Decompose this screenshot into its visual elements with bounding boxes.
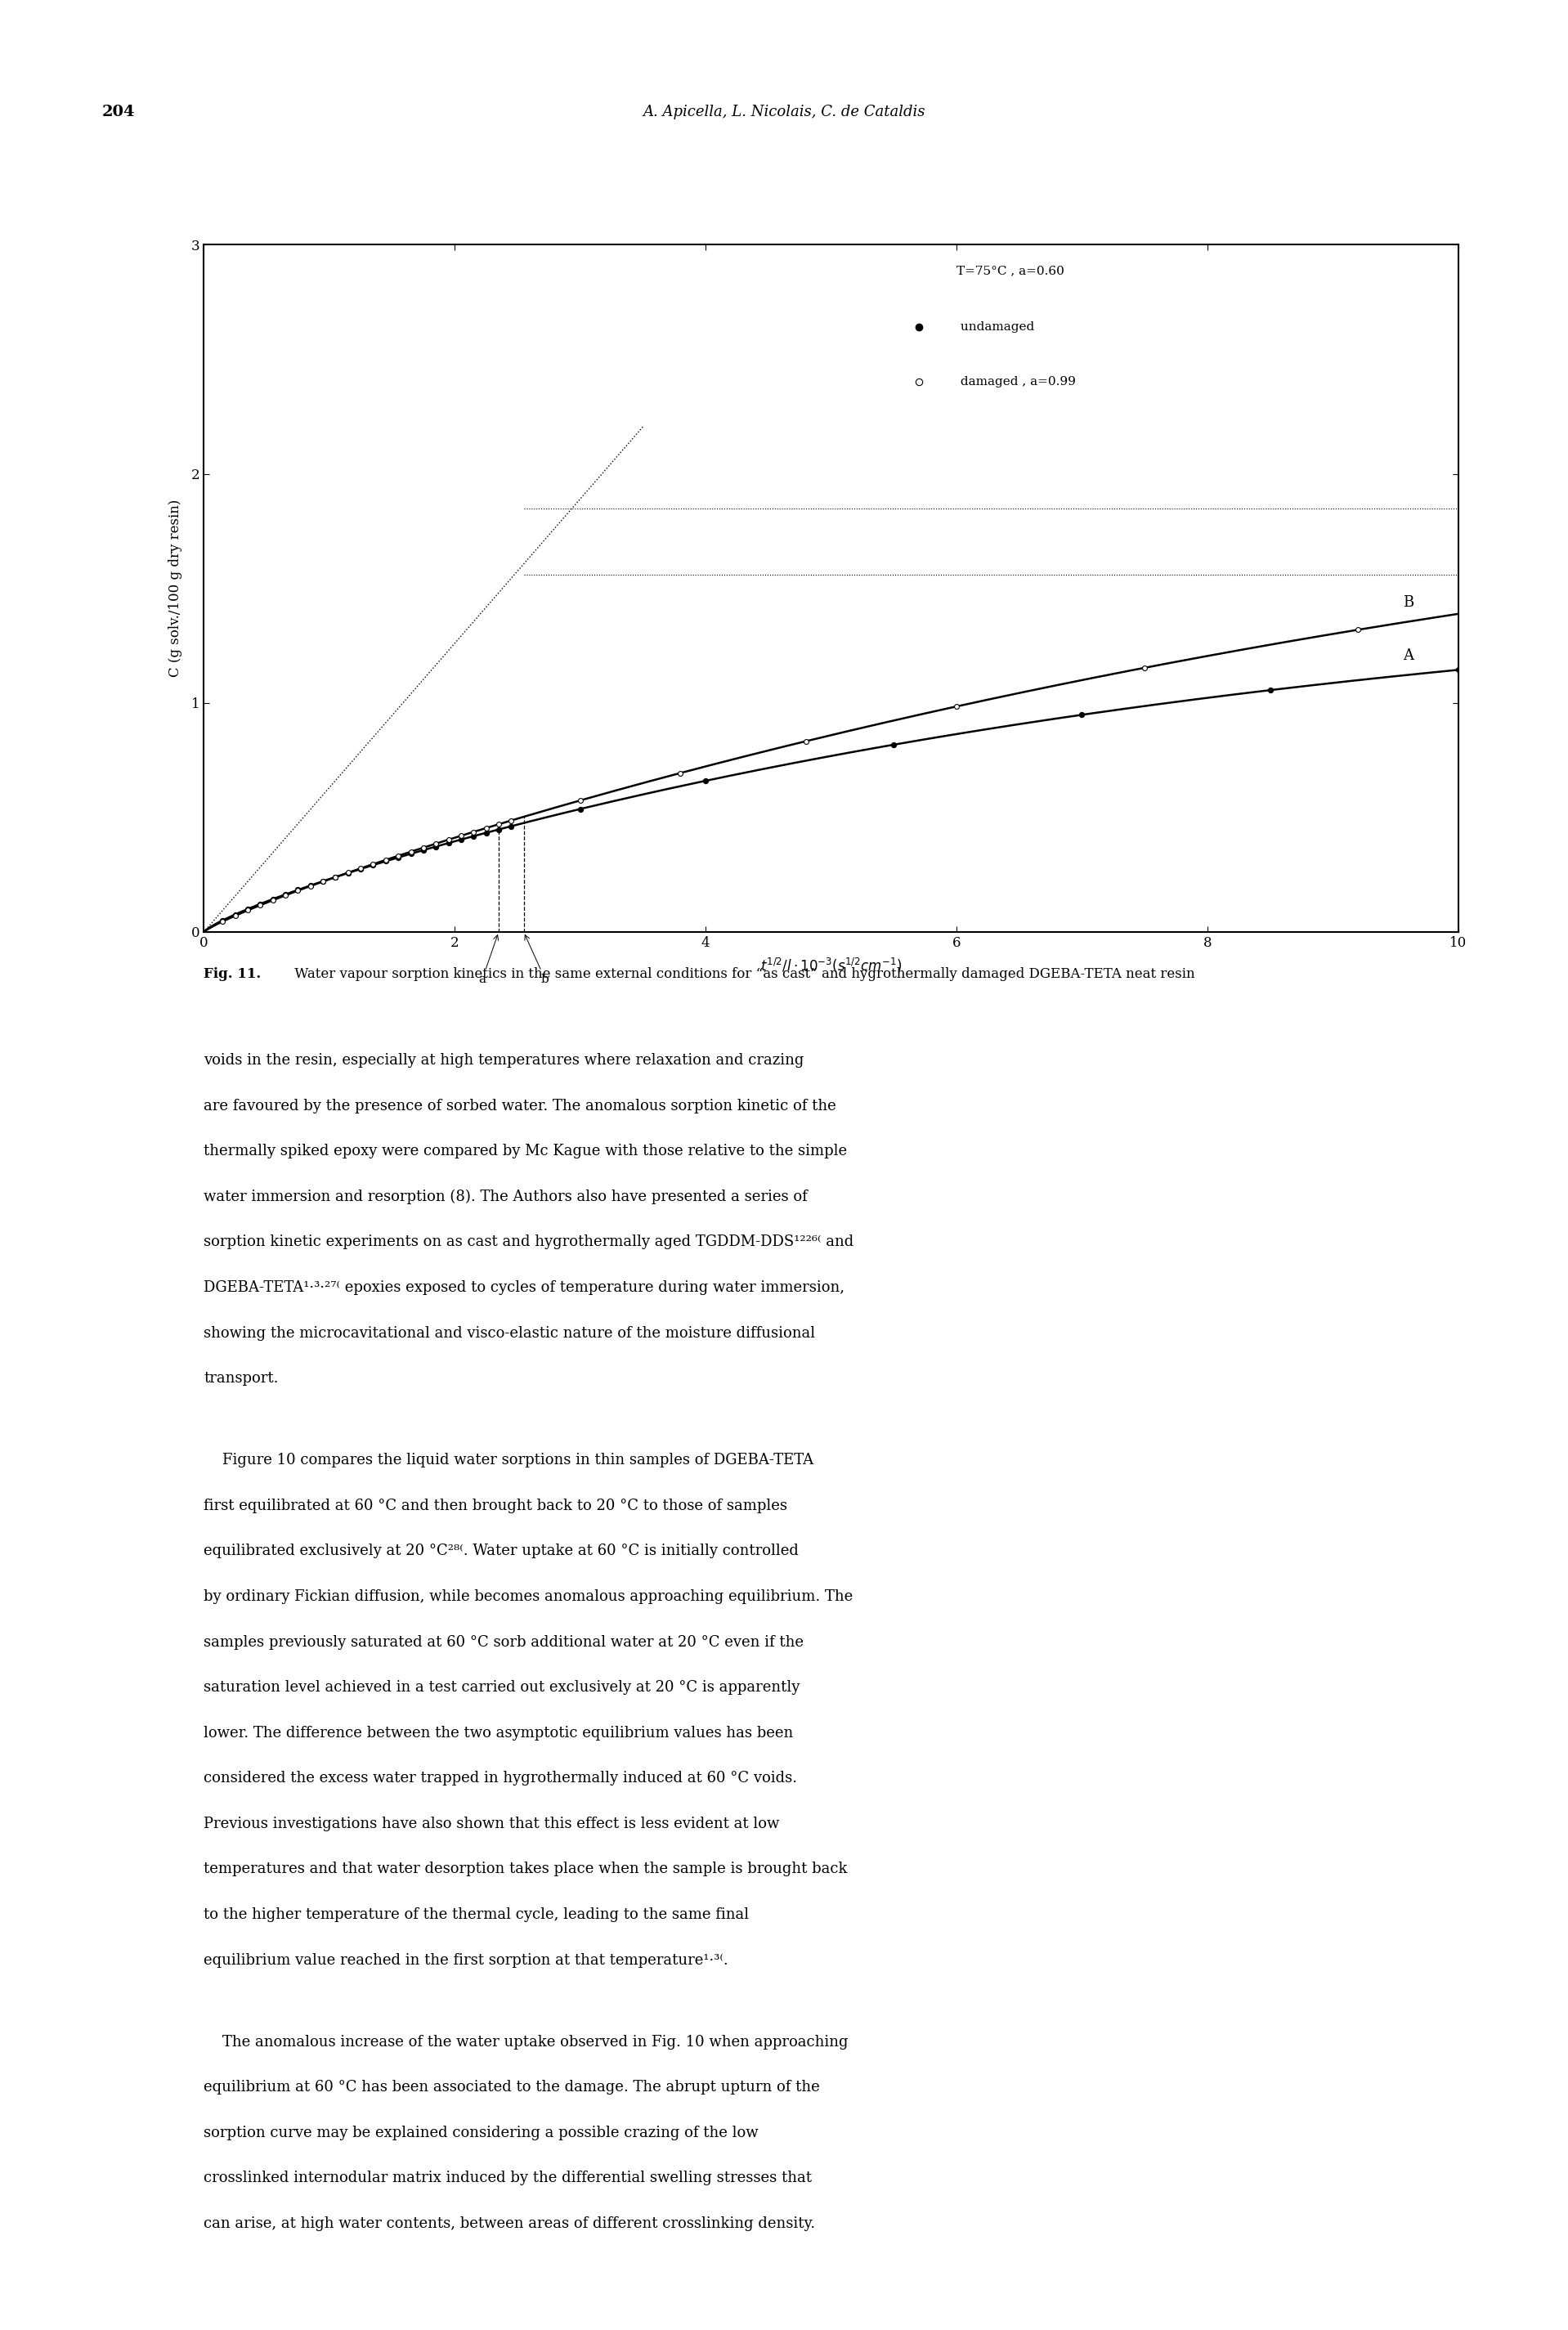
Text: undamaged: undamaged [956,322,1035,333]
Point [248,885,273,923]
Text: are favoured by the presence of sorbed water. The anomalous sorption kinetic of : are favoured by the presence of sorbed w… [204,1100,836,1114]
Y-axis label: C (g solv./100 g dry resin): C (g solv./100 g dry resin) [168,499,182,678]
Point [486,811,511,848]
Text: lower. The difference between the two asymptotic equilibrium values has been: lower. The difference between the two as… [204,1727,793,1741]
Point [461,813,486,850]
Text: thermally spiked epoxy were compared by Mc Kague with those relative to the simp: thermally spiked epoxy were compared by … [204,1144,847,1158]
Point [436,825,461,862]
Point [499,802,524,839]
Point [210,902,235,939]
Point [298,867,323,904]
X-axis label: $t^{1/2}/l \cdot 10^{-3}(s^{1/2}cm^{-1})$: $t^{1/2}/l \cdot 10^{-3}(s^{1/2}cm^{-1})… [760,958,902,974]
Text: A: A [1403,648,1413,664]
Point [348,850,373,888]
Text: damaged , a=0.99: damaged , a=0.99 [956,377,1076,387]
Point [310,862,336,899]
Point [248,885,273,923]
Text: by ordinary Fickian diffusion, while becomes anomalous approaching equilibrium. : by ordinary Fickian diffusion, while bec… [204,1589,853,1603]
Point [223,897,248,934]
Text: 204: 204 [102,105,135,119]
Text: Figure 10 compares the liquid water sorptions in thin samples of DGEBA-TETA: Figure 10 compares the liquid water sorp… [204,1454,814,1468]
Point [260,881,285,918]
Text: B: B [1403,596,1413,610]
Text: water immersion and resorption (8). The Authors also have presented a series of: water immersion and resorption (8). The … [204,1188,808,1205]
Point [693,762,718,799]
Text: crosslinked internodular matrix induced by the differential swelling stresses th: crosslinked internodular matrix induced … [204,2172,812,2186]
Point [1069,697,1094,734]
Point [944,687,969,725]
Point [361,846,386,883]
Point [568,783,593,820]
Text: The anomalous increase of the water uptake observed in Fig. 10 when approaching: The anomalous increase of the water upta… [204,2034,848,2050]
Point [499,809,524,846]
Point [223,895,248,932]
Point [423,825,448,862]
Point [398,834,423,871]
Text: equilibrium at 60 °C has been associated to the damage. The abrupt upturn of the: equilibrium at 60 °C has been associated… [204,2081,820,2095]
Point [273,876,298,913]
Point [1345,610,1370,648]
Point [448,820,474,857]
Point [386,836,411,874]
Point [235,890,260,927]
Text: can arise, at high water contents, between areas of different crosslinking densi: can arise, at high water contents, betwe… [204,2216,815,2232]
Point [668,755,693,792]
Point [373,841,398,878]
Point [348,850,373,888]
Point [436,820,461,857]
Point [373,843,398,881]
Text: voids in the resin, especially at high temperatures where relaxation and crazing: voids in the resin, especially at high t… [204,1053,804,1067]
Text: a: a [478,934,499,986]
Point [881,727,906,764]
Text: A. Apicella, L. Nicolais, C. de Cataldis: A. Apicella, L. Nicolais, C. de Cataldis [643,105,925,119]
Point [486,806,511,843]
Text: sorption curve may be explained considering a possible crazing of the low: sorption curve may be explained consider… [204,2125,759,2141]
Point [323,857,348,895]
Text: considered the excess water trapped in hygrothermally induced at 60 °C voids.: considered the excess water trapped in h… [204,1771,798,1785]
Point [336,855,361,892]
Text: Fig. 11.: Fig. 11. [204,967,262,981]
Point [411,829,436,867]
Text: transport.: transport. [204,1370,279,1386]
Text: DGEBA-TETA¹·³·²⁷⁽ epoxies exposed to cycles of temperature during water immersio: DGEBA-TETA¹·³·²⁷⁽ epoxies exposed to cyc… [204,1282,845,1295]
Text: to the higher temperature of the thermal cycle, leading to the same final: to the higher temperature of the thermal… [204,1908,750,1922]
Point [323,857,348,895]
Point [361,846,386,883]
Text: T=75°C , a=0.60: T=75°C , a=0.60 [956,266,1065,277]
Point [411,832,436,869]
Text: showing the microcavitational and visco-elastic nature of the moisture diffusion: showing the microcavitational and visco-… [204,1326,815,1340]
Text: Water vapour sorption kinetics in the same external conditions for “as cast” and: Water vapour sorption kinetics in the sa… [290,967,1195,981]
Point [285,871,310,909]
Point [1258,671,1283,708]
Point [474,809,499,846]
Text: equilibrated exclusively at 20 °C²⁸⁽. Water uptake at 60 °C is initially control: equilibrated exclusively at 20 °C²⁸⁽. Wa… [204,1545,798,1559]
Point [793,722,818,760]
Point [1132,650,1157,687]
Point [398,834,423,871]
Point [235,892,260,930]
Text: temperatures and that water desorption takes place when the sample is brought ba: temperatures and that water desorption t… [204,1862,848,1876]
Point [285,871,310,909]
Point [568,790,593,827]
Point [423,827,448,864]
Point [461,818,486,855]
Point [260,881,285,918]
Point [273,876,298,913]
Point [310,862,336,899]
Point [474,813,499,850]
Text: sorption kinetic experiments on as cast and hygrothermally aged TGDDM-DDS¹²²⁶⁽ a: sorption kinetic experiments on as cast … [204,1235,855,1249]
Text: b: b [525,934,549,986]
Point [298,867,323,904]
Point [1446,650,1471,687]
Text: first equilibrated at 60 °C and then brought back to 20 °C to those of samples: first equilibrated at 60 °C and then bro… [204,1498,787,1512]
Text: saturation level achieved in a test carried out exclusively at 20 °C is apparent: saturation level achieved in a test carr… [204,1680,800,1694]
Text: equilibrium value reached in the first sorption at that temperature¹·³⁽.: equilibrium value reached in the first s… [204,1953,729,1967]
Text: samples previously saturated at 60 °C sorb additional water at 20 °C even if the: samples previously saturated at 60 °C so… [204,1636,804,1650]
Point [210,902,235,939]
Point [336,855,361,892]
Point [386,839,411,876]
Text: Previous investigations have also shown that this effect is less evident at low: Previous investigations have also shown … [204,1817,779,1831]
Point [448,818,474,855]
